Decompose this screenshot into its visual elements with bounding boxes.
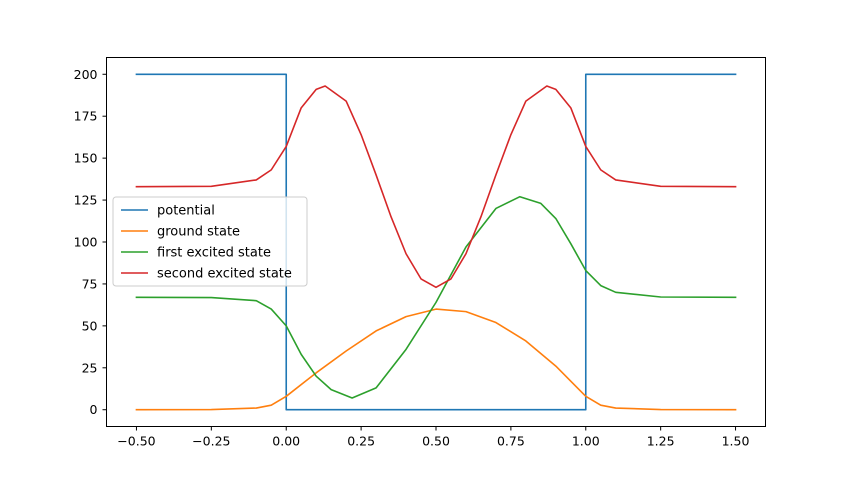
- legend: potential ground state first excited state…: [112, 196, 308, 287]
- x-tick-label: −0.25: [192, 434, 230, 449]
- y-tick-label: 100: [74, 235, 98, 250]
- y-tick-label: 50: [82, 318, 98, 333]
- y-tick-label: 175: [74, 109, 98, 124]
- legend-box: [112, 196, 308, 287]
- x-tick-label: 1.25: [647, 434, 675, 449]
- series-line-3: [135, 85, 737, 289]
- x-tick-label: 1.50: [722, 434, 750, 449]
- y-tick-label: 200: [74, 67, 98, 82]
- plot-lines: [135, 73, 737, 411]
- series-line-0: [135, 73, 737, 411]
- x-tick-label: 0.25: [347, 434, 375, 449]
- y-tick-label: 25: [82, 360, 98, 375]
- y-tick-label: 150: [74, 151, 98, 166]
- legend-label: first excited state: [157, 246, 271, 261]
- x-tick-label: 0.00: [272, 434, 300, 449]
- x-tick-label: −0.50: [117, 434, 155, 449]
- y-axis: 0 25 50 75 100 125 150 175 200: [74, 67, 107, 417]
- legend-label: ground state: [157, 225, 240, 240]
- x-tick-label: 0.50: [422, 434, 450, 449]
- y-tick-label: 0: [90, 402, 98, 417]
- x-tick-label: 0.75: [497, 434, 525, 449]
- legend-label: second excited state: [157, 267, 292, 282]
- series-line-2: [135, 195, 737, 399]
- legend-label: potential: [157, 204, 215, 219]
- y-tick-label: 125: [74, 193, 98, 208]
- x-tick-label: 1.00: [572, 434, 600, 449]
- series-line-1: [135, 308, 737, 411]
- y-tick-label: 75: [82, 276, 98, 291]
- x-axis: −0.50 −0.25 0.00 0.25 0.50 0.75 1.00 1.25 1.50: [117, 426, 750, 449]
